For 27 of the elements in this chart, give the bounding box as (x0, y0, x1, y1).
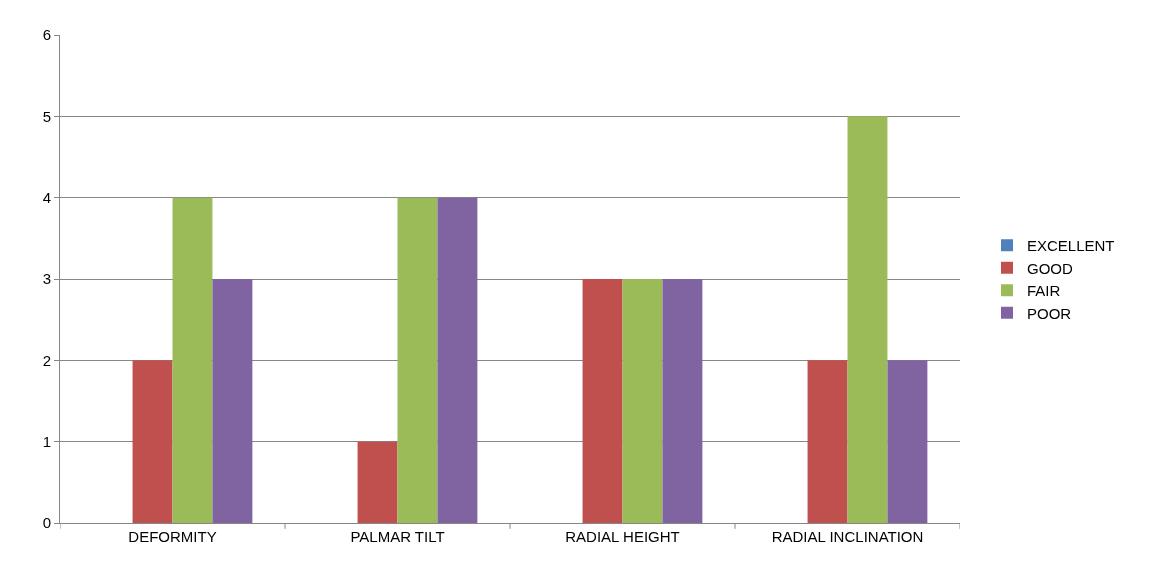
legend-label: EXCELLENT (1027, 237, 1115, 255)
legend-label: FAIR (1027, 282, 1061, 300)
y-tick-label: 0 (42, 514, 51, 532)
bar (622, 279, 663, 523)
x-tick-label: PALMAR TILT (350, 528, 445, 545)
bar (807, 360, 848, 523)
y-tick-label: 4 (42, 188, 51, 206)
y-tick-label: 1 (42, 432, 51, 450)
bar (847, 116, 888, 523)
bar (357, 441, 398, 523)
x-tick-label: RADIAL INCLINATION (771, 528, 924, 545)
x-tick-label: DEFORMITY (128, 528, 217, 545)
bar (172, 197, 213, 523)
bar (212, 279, 253, 523)
bar (887, 360, 928, 523)
legend-label: GOOD (1027, 259, 1073, 277)
bar (132, 360, 173, 523)
bar (662, 279, 703, 523)
x-tick-label: RADIAL HEIGHT (565, 528, 680, 545)
y-tick-label: 5 (42, 107, 51, 125)
y-tick-label: 6 (42, 26, 51, 44)
y-tick-label: 3 (42, 270, 51, 288)
bar (397, 197, 438, 523)
y-tick-label: 2 (42, 351, 51, 369)
bar (582, 279, 623, 523)
legend-label: POOR (1027, 304, 1072, 322)
bar (437, 197, 478, 523)
